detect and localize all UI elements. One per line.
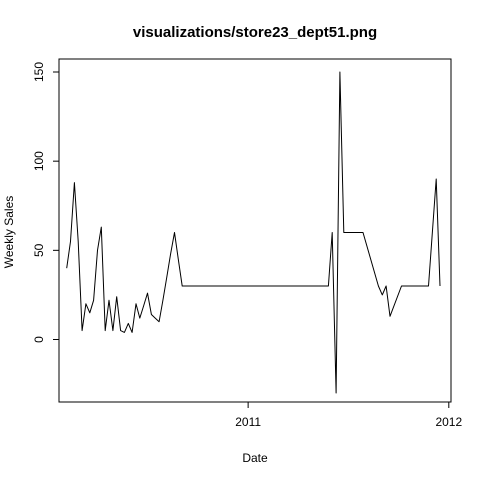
x-axis-label: Date	[242, 451, 268, 465]
y-tick-label: 150	[32, 62, 46, 82]
series-line	[66, 71, 441, 394]
x-tick-label: 2012	[435, 415, 462, 429]
y-axis: 0 50 100 150	[32, 62, 60, 343]
x-tick-label: 2011	[235, 415, 261, 429]
y-axis-label: Weekly Sales	[2, 196, 16, 268]
y-tick-label: 100	[32, 151, 46, 171]
y-tick-label: 0	[32, 336, 46, 343]
chart-title: visualizations/store23_dept51.png	[133, 24, 377, 41]
series-group	[66, 71, 441, 394]
x-axis: 2011 2012	[235, 401, 462, 429]
y-tick-label: 50	[32, 243, 46, 257]
